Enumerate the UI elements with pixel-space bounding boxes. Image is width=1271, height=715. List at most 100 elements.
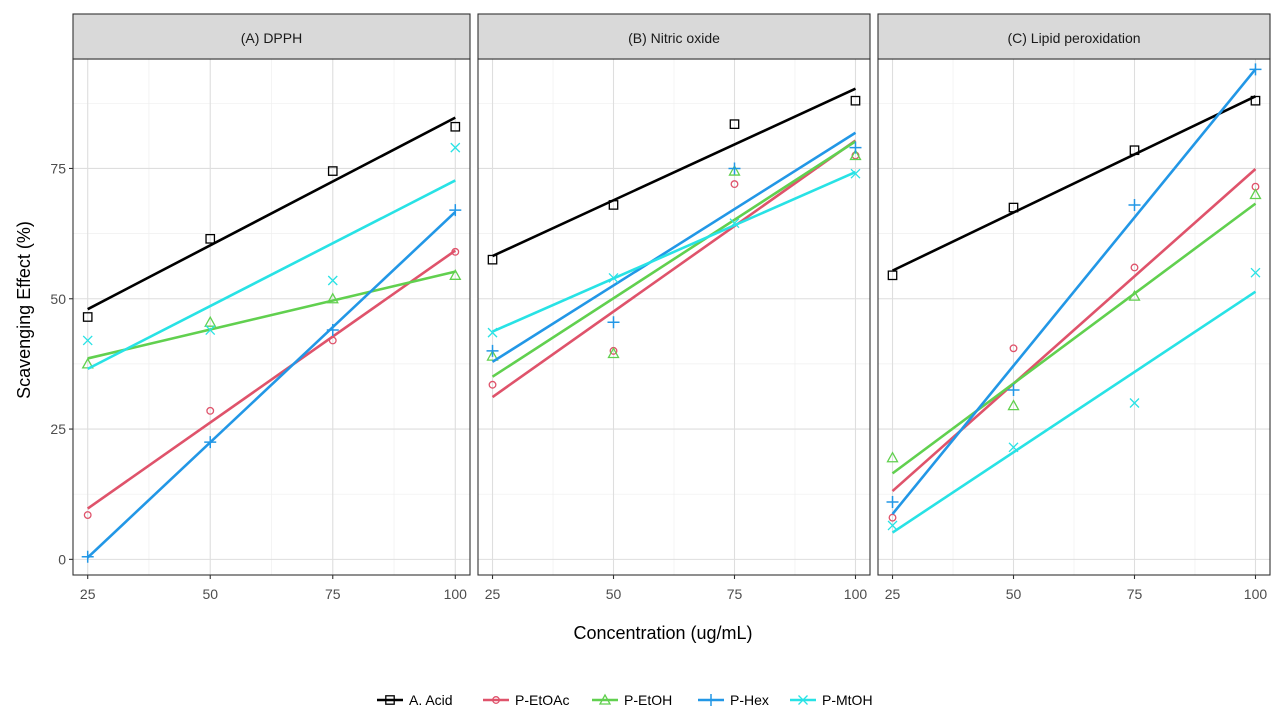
series-p-mtoh — [887, 267, 1261, 534]
point-p-etoh — [886, 451, 899, 463]
series-p-etoh — [486, 140, 862, 378]
legend-label: P-Hex — [730, 692, 769, 708]
point-p-etoac — [451, 247, 460, 256]
facet-strip — [72, 13, 471, 60]
point-p-etoac — [488, 380, 497, 389]
fit-line-p-mtoh — [891, 290, 1257, 534]
point-p-hex — [886, 496, 899, 509]
facet-title: (B) Nitric oxide — [628, 30, 720, 46]
x-axis-title: Concentration (ug/mL) — [573, 623, 752, 643]
fit-line-p-hex — [891, 68, 1257, 515]
legend-item-p-etoh: P-EtOH — [592, 692, 672, 708]
point-p-mtoh — [1008, 442, 1019, 453]
point-p-etoac — [1009, 344, 1018, 353]
series-a-acid — [82, 116, 461, 322]
facet-title: (C) Lipid peroxidation — [1007, 30, 1140, 46]
panel-1: (A) DPPH — [72, 13, 471, 576]
point-p-mtoh — [887, 520, 898, 531]
point-p-hex — [486, 344, 499, 357]
point-a-acid — [450, 121, 461, 132]
legend-label: P-MtOH — [822, 692, 873, 708]
legend-key-marker — [798, 695, 808, 705]
point-p-etoh — [449, 268, 462, 280]
y-tick-label: 75 — [50, 160, 66, 176]
legend-key-marker — [385, 695, 395, 705]
point-p-etoh — [607, 347, 620, 359]
point-p-hex — [204, 436, 217, 449]
point-p-etoac — [730, 180, 739, 189]
x-tick-label: 25 — [485, 586, 501, 602]
fit-line-p-etoh — [87, 270, 456, 360]
point-p-mtoh — [608, 272, 619, 283]
fit-line-a-acid — [491, 87, 857, 258]
series-p-hex — [486, 131, 862, 363]
legend-label: P-EtOH — [624, 692, 672, 708]
point-p-mtoh — [82, 335, 93, 346]
point-p-etoh — [728, 164, 741, 176]
point-a-acid — [1129, 145, 1140, 156]
fit-line-p-etoac — [86, 249, 457, 510]
x-tick-label: 50 — [1006, 586, 1022, 602]
point-a-acid — [487, 254, 498, 265]
point-a-acid — [1008, 202, 1019, 213]
fit-line-a-acid — [891, 95, 1257, 272]
x-tick-label: 50 — [202, 586, 218, 602]
point-p-etoh — [486, 349, 499, 361]
point-p-mtoh — [205, 325, 216, 335]
point-p-mtoh — [1129, 398, 1140, 408]
point-a-acid — [82, 312, 93, 322]
point-p-hex — [1249, 63, 1262, 76]
legend-label: P-EtOAc — [515, 692, 569, 708]
point-p-etoh — [1128, 289, 1141, 301]
legend-key-marker — [492, 696, 500, 704]
series-p-etoac — [888, 168, 1260, 522]
fit-line-p-etoac — [491, 139, 857, 399]
point-p-hex — [1128, 198, 1141, 211]
series-p-etoac — [83, 247, 460, 520]
x-tick-label: 50 — [606, 586, 622, 602]
x-tick-label: 100 — [844, 586, 868, 602]
point-p-hex — [728, 162, 741, 175]
point-a-acid — [205, 233, 216, 244]
x-tick-label: 75 — [727, 586, 743, 602]
point-p-hex — [607, 316, 620, 329]
x-tick-label: 25 — [885, 586, 901, 602]
point-p-mtoh — [850, 168, 861, 179]
legend-key-marker — [705, 694, 717, 706]
point-a-acid — [887, 270, 898, 281]
x-tick-label: 75 — [1127, 586, 1143, 602]
legend-item-a-acid: A. Acid — [377, 692, 453, 708]
series-p-hex — [886, 63, 1262, 515]
point-p-mtoh — [729, 218, 740, 229]
facet-title: (A) DPPH — [241, 30, 302, 46]
point-p-hex — [449, 204, 462, 217]
series-a-acid — [487, 87, 861, 265]
legend: A. Acid P-EtOAc P-EtOH P-Hex P-MtOH — [377, 692, 873, 708]
y-tick-label: 25 — [50, 421, 66, 437]
axes: 25 50 75 100 0 25 50 75 25 50 75 100 25 50 75 100 — [50, 160, 1267, 602]
point-a-acid — [327, 166, 338, 176]
point-a-acid — [850, 95, 861, 106]
point-p-etoac — [1130, 263, 1139, 272]
y-tick-label: 0 — [58, 551, 66, 567]
point-a-acid — [1250, 95, 1261, 106]
point-p-etoac — [83, 511, 92, 520]
legend-item-p-hex: P-Hex — [698, 692, 769, 708]
point-p-etoh — [1007, 399, 1020, 411]
fit-line-p-mtoh — [491, 170, 857, 333]
x-tick-label: 75 — [325, 586, 341, 602]
series-p-mtoh — [487, 168, 861, 338]
point-p-etoh — [1249, 188, 1262, 200]
panels: (A) DPPH (B) Nitric oxide (C) Lipid peroxi… — [72, 13, 1271, 576]
point-p-mtoh — [327, 275, 338, 286]
x-tick-label: 100 — [1244, 586, 1268, 602]
point-p-etoh — [204, 315, 217, 327]
series-p-hex — [81, 204, 462, 563]
point-p-etoac — [328, 336, 337, 345]
fit-line-a-acid — [87, 116, 456, 311]
point-p-hex — [81, 550, 94, 563]
legend-key-marker — [598, 693, 612, 705]
point-p-mtoh — [450, 142, 461, 153]
legend-item-p-etoac: P-EtOAc — [483, 692, 569, 708]
